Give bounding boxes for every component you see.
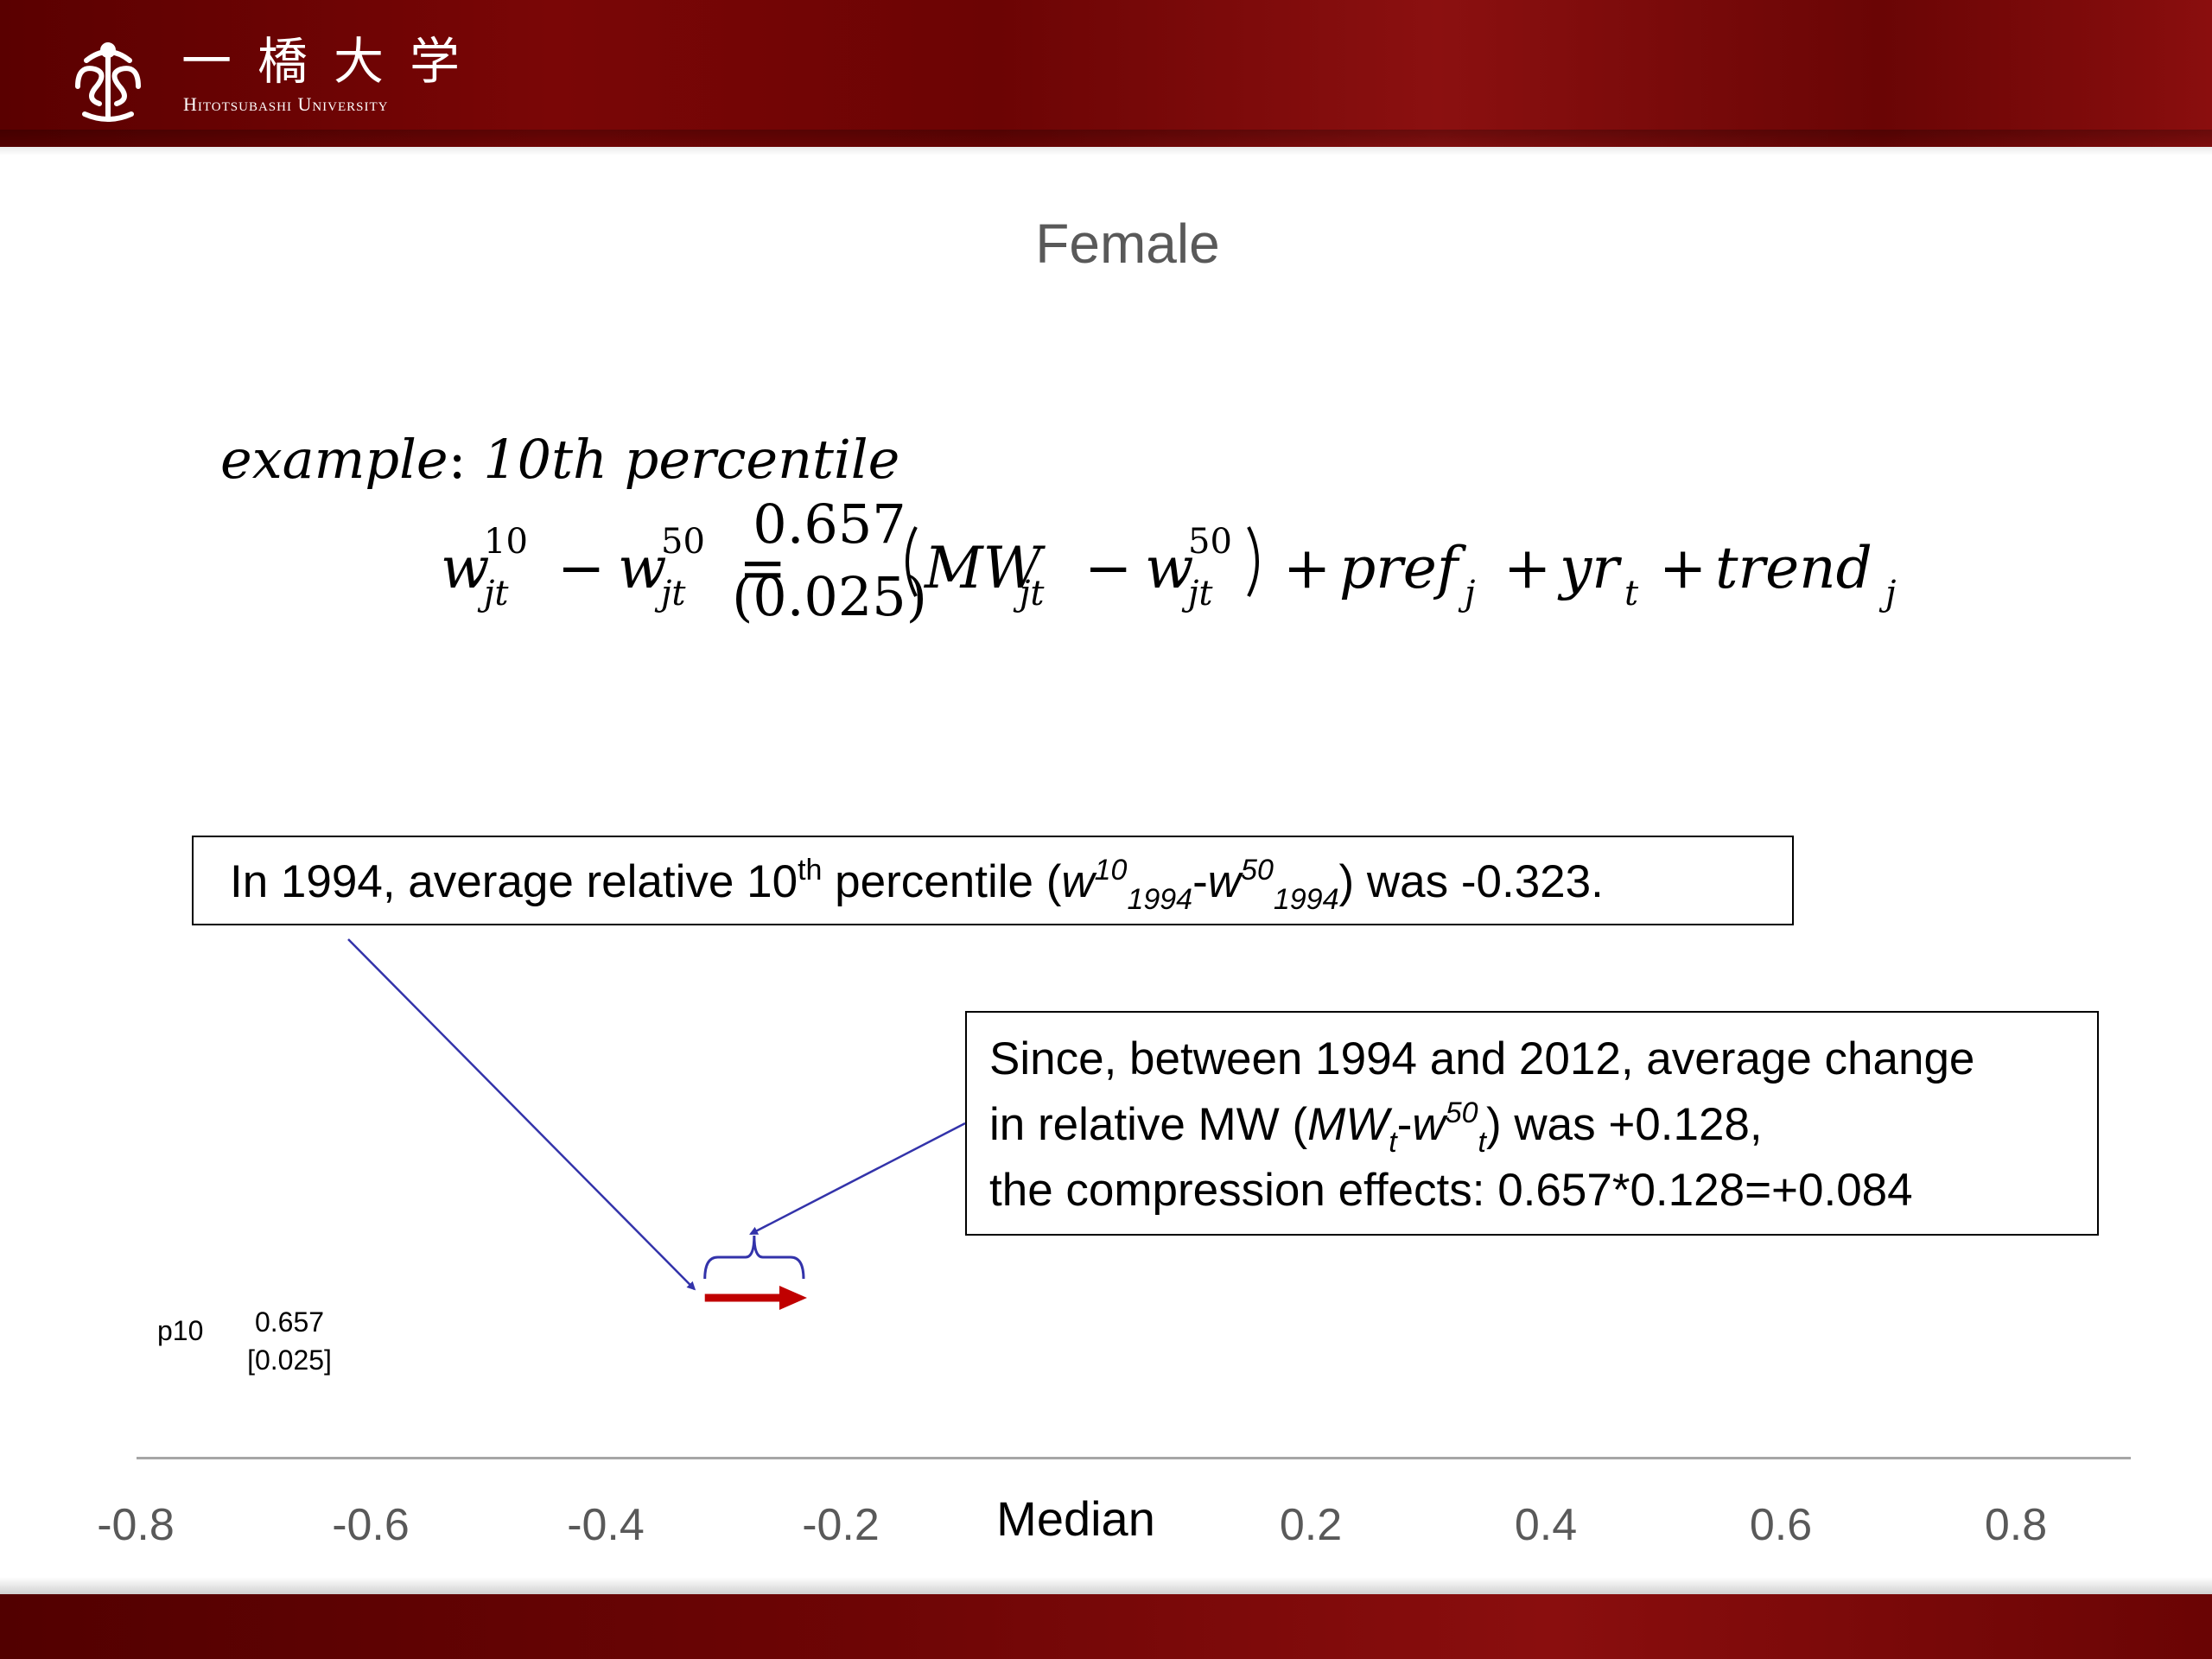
callout-1994-relative-p10: In 1994, average relative 10th percentil… xyxy=(192,836,1794,925)
eq-coef: 0.657 xyxy=(753,501,906,556)
x-tick-5: 0.4 xyxy=(1514,1500,1578,1550)
eq-trend: trend xyxy=(1715,535,1872,601)
x-axis-median-label: Median xyxy=(996,1491,1155,1546)
c1-dash: - xyxy=(1192,856,1208,907)
change-arrow-head xyxy=(779,1286,807,1310)
eq-plus-2: + xyxy=(1503,535,1551,601)
eq-yr: yr xyxy=(1557,535,1622,601)
x-tick-0: -0.8 xyxy=(97,1500,175,1550)
x-tick-4: 0.2 xyxy=(1279,1500,1343,1550)
eq-minus-2: − xyxy=(1084,535,1132,601)
c2-pre: in relative MW ( xyxy=(989,1099,1308,1150)
hitotsubashi-emblem-icon xyxy=(75,42,141,122)
example-word: example xyxy=(220,428,448,491)
c1-mid: percentile ( xyxy=(822,856,1062,907)
c2-post: ) was +0.128, xyxy=(1485,1099,1763,1150)
example-rest: 10th percentile xyxy=(483,428,900,491)
x-axis-line xyxy=(137,1457,2131,1459)
example-colon: : xyxy=(448,428,484,491)
callout-compression-effect: Since, between 1994 and 2012, average ch… xyxy=(965,1011,2099,1236)
x-tick-7: 0.8 xyxy=(1984,1500,2048,1550)
header-bar xyxy=(0,0,2212,147)
c2-line3: the compression effects: 0.657*0.128=+0.… xyxy=(989,1165,1913,1216)
c2-w: w xyxy=(1412,1099,1446,1150)
logo-english: Hitotsubashi University xyxy=(183,93,389,115)
x-tick-2: -0.4 xyxy=(567,1500,645,1550)
regression-equation: w 10 jt − w 50 jt = 0.657 (0.025) MW jt … xyxy=(441,501,1896,628)
eq-minus-1: − xyxy=(557,535,605,601)
footer-bar xyxy=(0,1594,2212,1659)
c2-t1: t xyxy=(1389,1126,1397,1159)
c2-s50: 50 xyxy=(1445,1096,1478,1129)
x-tick-3: -0.2 xyxy=(802,1500,880,1550)
c1-w1: w xyxy=(1061,856,1095,907)
c2-line2: in relative MW (MWt-w50t) was +0.128, xyxy=(989,1092,2075,1158)
eq-equals: = xyxy=(739,535,786,601)
c2-t2: t xyxy=(1478,1126,1486,1159)
c1-post: ) was -0.323. xyxy=(1338,856,1604,907)
eq-plus-3: + xyxy=(1659,535,1707,601)
c1-s50: 50 xyxy=(1241,854,1274,887)
c1-th: th xyxy=(798,854,823,887)
eq-w-10: w xyxy=(441,535,490,601)
eq-plus-1: + xyxy=(1283,535,1331,601)
c2-dash: - xyxy=(1396,1099,1413,1150)
c1-y1: 1994 xyxy=(1127,883,1193,916)
logo-kanji: 一橋大学 xyxy=(181,32,486,91)
c1-s10: 10 xyxy=(1094,854,1128,887)
eq-w-50b: w xyxy=(1145,535,1194,601)
eq-sup-50: 50 xyxy=(661,522,705,562)
slide-title: Female xyxy=(1035,213,1220,275)
eq-sub-t: t xyxy=(1624,574,1639,613)
c2-mw: MW xyxy=(1307,1099,1389,1150)
eq-mw: MW xyxy=(924,535,1046,601)
c1-w2: w xyxy=(1207,856,1242,907)
c1-y2: 1994 xyxy=(1273,883,1339,916)
pointer-to-change xyxy=(749,1122,966,1236)
eq-se: (0.025) xyxy=(732,565,927,628)
footer-shadow xyxy=(0,1577,2212,1594)
pointer-to-start xyxy=(347,938,696,1291)
eq-pref: pref xyxy=(1339,535,1467,601)
eq-sup-50b: 50 xyxy=(1188,522,1232,562)
eq-w-50: w xyxy=(618,535,667,601)
change-brace xyxy=(703,1235,805,1280)
x-tick-1: -0.6 xyxy=(332,1500,410,1550)
row-label-p10: p10 xyxy=(157,1315,204,1346)
c2-line1: Since, between 1994 and 2012, average ch… xyxy=(989,1033,1975,1084)
coef-se: [0.025] xyxy=(247,1344,332,1376)
coef-cell: 0.657 [0.025] xyxy=(242,1303,337,1379)
eq-sup-10: 10 xyxy=(484,522,528,562)
coef-value: 0.657 xyxy=(254,1306,325,1338)
header-shadow xyxy=(0,130,2212,156)
c1-pre: In 1994, average relative 10 xyxy=(230,856,798,907)
x-tick-6: 0.6 xyxy=(1749,1500,1813,1550)
equation-example-label: example: 10th percentile xyxy=(220,428,899,491)
